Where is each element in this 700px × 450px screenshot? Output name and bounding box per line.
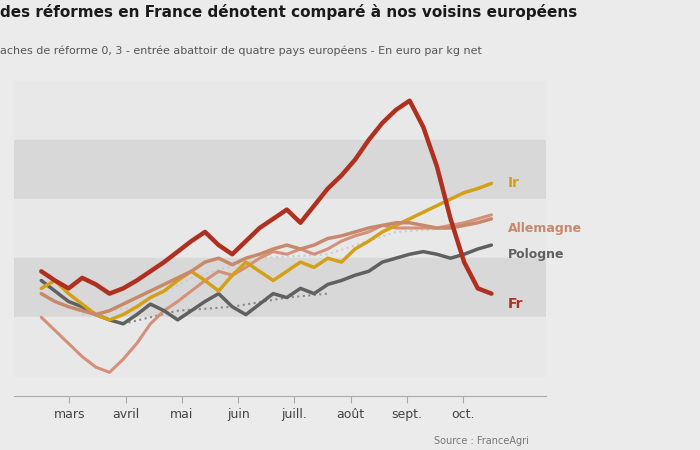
Text: Ir: Ir: [508, 176, 520, 190]
Text: Allemagne: Allemagne: [508, 221, 582, 234]
Text: Pologne: Pologne: [508, 248, 564, 261]
Text: des réformes en France dénotent comparé à nos voisins européens: des réformes en France dénotent comparé …: [0, 4, 578, 21]
Text: Source : FranceAgri: Source : FranceAgri: [434, 436, 529, 446]
Text: aches de réforme 0, 3 - entrée abattoir de quatre pays européens - En euro par k: aches de réforme 0, 3 - entrée abattoir …: [0, 45, 482, 55]
Bar: [14, 199, 546, 258]
Text: Fr: Fr: [508, 297, 524, 311]
Bar: [14, 258, 546, 317]
Bar: [14, 317, 546, 376]
Bar: [14, 140, 546, 199]
Bar: [14, 81, 546, 140]
